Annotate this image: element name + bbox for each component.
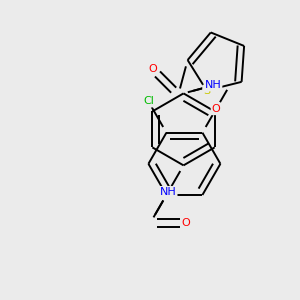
- Text: Cl: Cl: [143, 97, 154, 106]
- Text: O: O: [212, 104, 220, 114]
- Text: NH: NH: [160, 187, 177, 197]
- Text: NH: NH: [205, 80, 221, 91]
- Text: S: S: [203, 85, 210, 96]
- Text: O: O: [148, 64, 157, 74]
- Text: O: O: [182, 218, 190, 228]
